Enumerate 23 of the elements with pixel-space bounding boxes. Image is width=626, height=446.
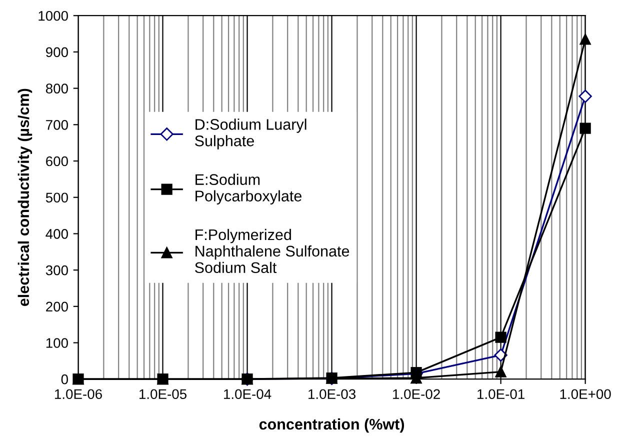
y-tick-label: 400 xyxy=(46,229,68,239)
y-tick-label: 900 xyxy=(46,47,68,58)
x-tick-label: 1.0E-02 xyxy=(393,389,440,400)
y-tick-label: 0 xyxy=(61,374,68,384)
y-tick-label: 800 xyxy=(46,84,68,94)
x-tick-label: 1.0E-04 xyxy=(224,389,272,400)
legend-label: D:Sodium Luaryl Sulphate xyxy=(195,118,306,150)
y-tick-label: 600 xyxy=(46,156,68,166)
x-tick-label: 1.0E+00 xyxy=(560,389,611,400)
y-tick-label: 200 xyxy=(46,302,68,312)
legend-label: F:Polymerized Naphthalene Sulfonate Sodium Salt xyxy=(195,228,350,274)
y-tick-label: 1000 xyxy=(38,10,68,21)
y-tick-label: 500 xyxy=(46,192,68,203)
x-axis-title: concentration (%wt) xyxy=(259,418,404,433)
y-tick-label: 100 xyxy=(46,338,68,348)
x-tick-label: 1.0E-05 xyxy=(140,389,186,400)
y-tick-label: 700 xyxy=(46,120,68,130)
legend-label: E:Sodium Polycarboxylate xyxy=(196,174,302,204)
y-tick-label: 300 xyxy=(46,265,68,276)
y-axis-title: electrical conductivity (µs/cm) xyxy=(18,88,32,306)
x-tick-label: 1.0E-01 xyxy=(478,389,524,400)
x-tick-label: 1.0E-03 xyxy=(308,389,356,400)
x-tick-label: 1.0E-06 xyxy=(54,389,102,400)
